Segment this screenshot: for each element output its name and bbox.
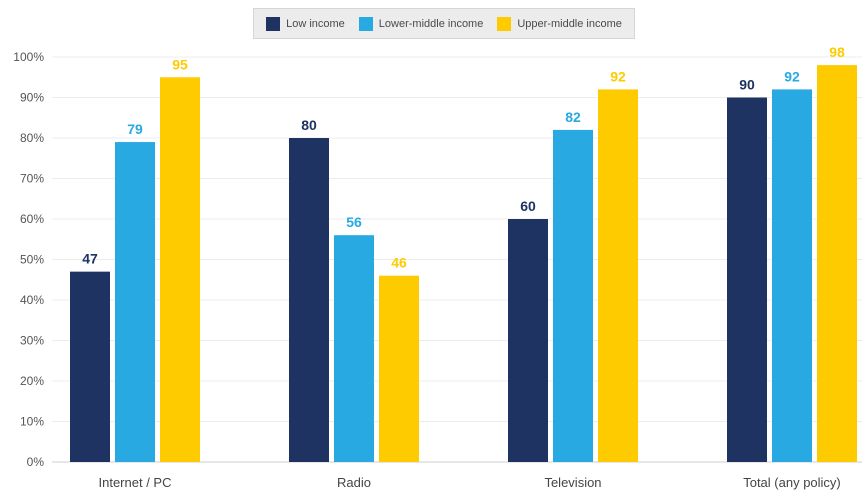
legend-label-upper-middle-income: Upper-middle income — [517, 17, 622, 30]
bar-upper-middle-income — [160, 77, 200, 462]
bar-upper-middle-income — [598, 89, 638, 463]
data-label: 98 — [829, 44, 845, 60]
chart-legend: Low income Lower-middle income Upper-mid… — [253, 8, 635, 39]
legend-label-low-income: Low income — [286, 17, 345, 30]
bar-upper-middle-income — [379, 275, 419, 462]
data-label: 47 — [82, 251, 98, 267]
bar-low-income — [508, 219, 548, 462]
y-tick-label: 50% — [20, 253, 44, 267]
legend-swatch-upper-middle-income — [497, 16, 512, 31]
x-category-label: Internet / PC — [99, 475, 172, 490]
bar-lower-middle-income — [115, 142, 155, 463]
legend-swatch-low-income — [266, 16, 281, 31]
y-tick-label: 40% — [20, 293, 44, 307]
legend-item-lower-middle-income: Lower-middle income — [358, 16, 484, 31]
data-label: 92 — [610, 68, 626, 84]
legend-label-lower-middle-income: Lower-middle income — [378, 17, 484, 30]
data-label: 56 — [346, 214, 362, 230]
y-tick-label: 90% — [20, 91, 44, 105]
data-label: 79 — [127, 121, 143, 137]
data-label: 46 — [391, 255, 407, 271]
data-label: 80 — [301, 117, 317, 133]
data-label: 60 — [520, 198, 536, 214]
bar-upper-middle-income — [817, 65, 857, 462]
y-tick-label: 80% — [20, 131, 44, 145]
bar-lower-middle-income — [772, 89, 812, 463]
bar-low-income — [727, 97, 767, 462]
legend-item-upper-middle-income: Upper-middle income — [497, 16, 622, 31]
data-label: 82 — [565, 109, 581, 125]
legend-item-low-income: Low income — [266, 16, 345, 31]
x-category-label: Television — [544, 475, 601, 490]
y-tick-label: 30% — [20, 334, 44, 348]
y-tick-label: 100% — [13, 50, 44, 64]
x-category-label: Total (any policy) — [743, 475, 841, 490]
data-label: 90 — [739, 77, 755, 93]
bar-low-income — [289, 138, 329, 462]
bar-lower-middle-income — [553, 129, 593, 462]
x-category-label: Radio — [337, 475, 371, 490]
y-tick-label: 20% — [20, 374, 44, 388]
data-label: 95 — [172, 56, 188, 72]
data-label: 92 — [784, 68, 800, 84]
y-tick-label: 70% — [20, 172, 44, 186]
y-tick-label: 10% — [20, 415, 44, 429]
bar-lower-middle-income — [334, 235, 374, 462]
bar-low-income — [70, 271, 110, 462]
y-tick-label: 0% — [27, 455, 45, 469]
legend-swatch-lower-middle-income — [358, 16, 373, 31]
y-tick-label: 60% — [20, 212, 44, 226]
